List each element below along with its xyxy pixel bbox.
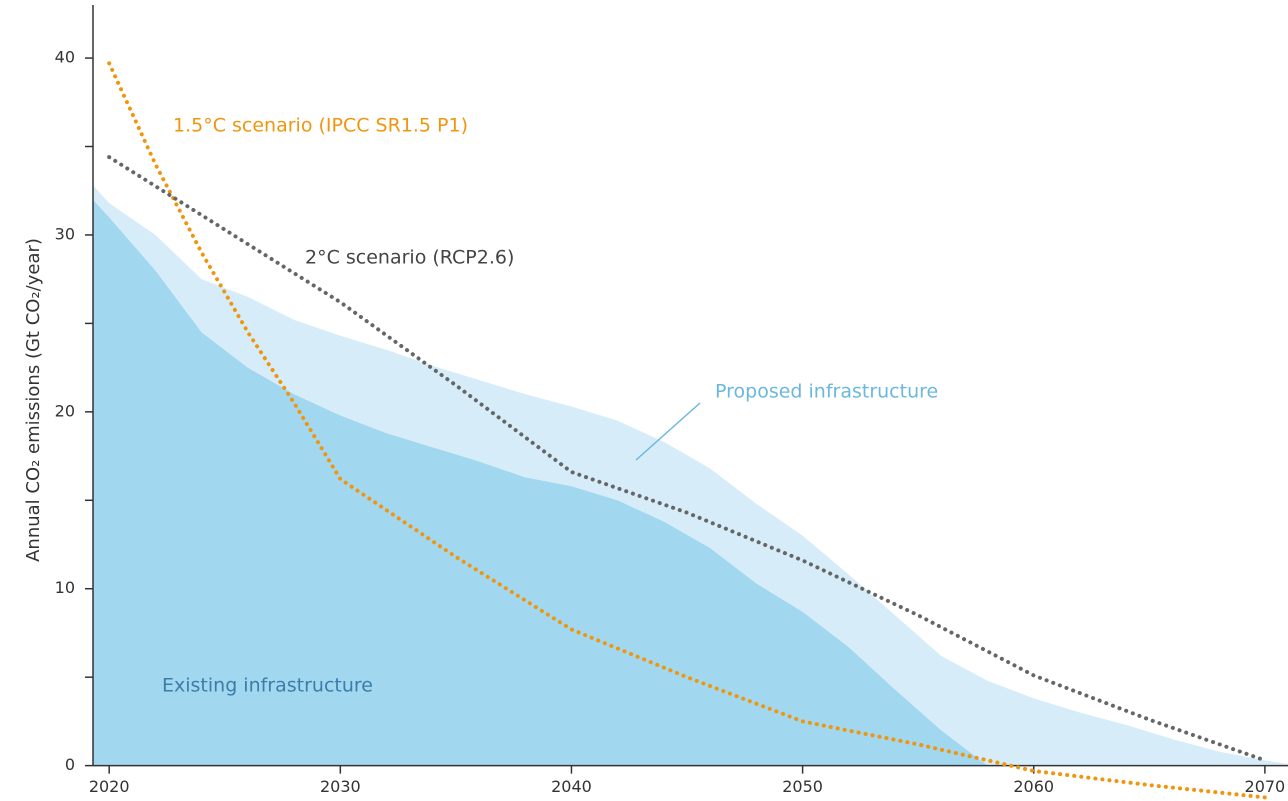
y-tick-label: 40 bbox=[55, 48, 75, 67]
x-tick-label: 2070 bbox=[1245, 777, 1286, 796]
series-label: Existing infrastructure bbox=[162, 675, 373, 697]
series-label: 2°C scenario (RCP2.6) bbox=[305, 247, 514, 269]
y-tick-label: 30 bbox=[55, 224, 75, 243]
x-tick-label: 2060 bbox=[1013, 777, 1054, 796]
y-axis-label: Annual CO₂ emissions (Gt CO₂/year) bbox=[23, 238, 44, 562]
x-tick-label: 2040 bbox=[551, 777, 592, 796]
line bbox=[107, 155, 1267, 763]
leader-line bbox=[635, 402, 701, 461]
area bbox=[93, 199, 1288, 766]
x-tick-label: 2050 bbox=[782, 777, 823, 796]
series-label: Proposed infrastructure bbox=[715, 381, 938, 403]
y-tick-label: 20 bbox=[55, 401, 75, 420]
area bbox=[93, 185, 1288, 766]
x-tick-label: 2030 bbox=[320, 777, 361, 796]
line bbox=[107, 61, 1267, 800]
y-tick-label: 0 bbox=[65, 755, 75, 774]
series-label: 1.5°C scenario (IPCC SR1.5 P1) bbox=[173, 115, 468, 137]
x-tick-label: 2020 bbox=[89, 777, 130, 796]
y-tick-label: 10 bbox=[55, 578, 75, 597]
